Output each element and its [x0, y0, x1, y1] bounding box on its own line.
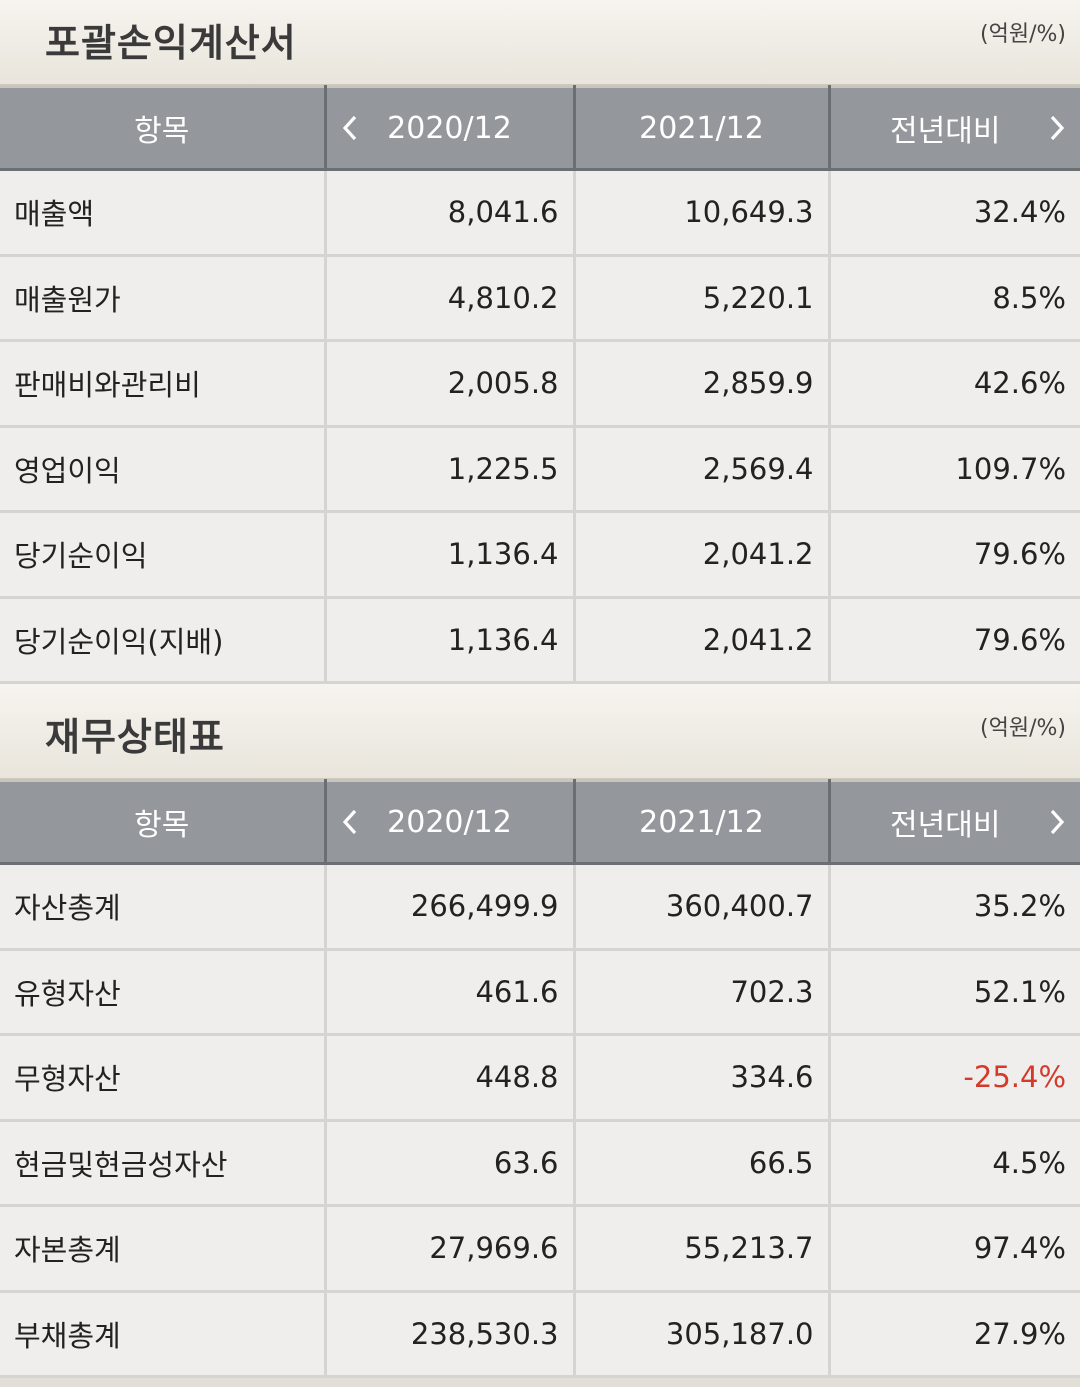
chevron-right-icon[interactable]: [1048, 114, 1066, 142]
row-item-label: 판매비와관리비: [0, 340, 327, 428]
bottom-divider: [0, 1378, 1080, 1387]
row-value-2020: 4,810.2: [325, 255, 576, 342]
row-value-yoy: 32.4%: [829, 169, 1080, 257]
header-label: 전년대비: [890, 808, 1001, 843]
row-item-label: 자본총계: [0, 1205, 327, 1293]
unit-label: (억원/%): [980, 716, 1066, 741]
chevron-left-icon[interactable]: [341, 114, 359, 142]
row-value-2021: 55,213.7: [574, 1205, 831, 1293]
table-row: 부채총계 238,530.3 305,187.0 27.9%: [0, 1291, 1080, 1378]
table-row: 판매비와관리비 2,005.8 2,859.9 42.6%: [0, 340, 1080, 428]
table-row: 유형자산 461.6 702.3 52.1%: [0, 949, 1080, 1036]
header-label: 2021/12: [639, 110, 764, 146]
row-item-label: 영업이익: [0, 426, 327, 513]
header-2021: 2021/12: [574, 779, 831, 865]
header-label: 항목: [134, 114, 190, 149]
row-value-yoy: 35.2%: [829, 863, 1080, 951]
header-2020: 2020/12: [325, 779, 576, 865]
income-statement-table: 항목 2020/12 2021/12 전년대비 매출액 8,041.6 10,649…: [0, 85, 1080, 684]
row-value-2020: 2,005.8: [325, 340, 576, 428]
row-value-2020: 1,136.4: [325, 597, 576, 684]
income-statement-header: 포괄손익계산서 (억원/%): [0, 0, 1080, 85]
row-value-2021: 10,649.3: [574, 169, 831, 257]
row-value-yoy: 8.5%: [829, 255, 1080, 342]
row-value-yoy: 42.6%: [829, 340, 1080, 428]
row-value-yoy: -25.4%: [829, 1034, 1080, 1122]
unit-label: (억원/%): [980, 22, 1066, 47]
row-item-label: 당기순이익: [0, 511, 327, 599]
row-item-label: 당기순이익(지배): [0, 597, 327, 684]
row-value-2021: 2,859.9: [574, 340, 831, 428]
row-value-2020: 238,530.3: [325, 1291, 576, 1378]
header-label: 2020/12: [387, 110, 512, 146]
table-row: 당기순이익(지배) 1,136.4 2,041.2 79.6%: [0, 597, 1080, 684]
section-title: 재무상태표: [45, 715, 225, 759]
row-value-yoy: 52.1%: [829, 949, 1080, 1036]
table-header-row: 항목 2020/12 2021/12 전년대비: [0, 85, 1080, 171]
table-row: 자산총계 266,499.9 360,400.7 35.2%: [0, 863, 1080, 951]
row-value-yoy: 109.7%: [829, 426, 1080, 513]
row-value-2020: 266,499.9: [325, 863, 576, 951]
balance-sheet-table: 항목 2020/12 2021/12 전년대비 자산총계 266,499.9 360…: [0, 779, 1080, 1378]
row-item-label: 무형자산: [0, 1034, 327, 1122]
row-value-2021: 702.3: [574, 949, 831, 1036]
table-row: 현금및현금성자산 63.6 66.5 4.5%: [0, 1120, 1080, 1207]
header-yoy: 전년대비: [829, 85, 1080, 171]
header-yoy: 전년대비: [829, 779, 1080, 865]
row-value-2021: 66.5: [574, 1120, 831, 1207]
table-row: 매출원가 4,810.2 5,220.1 8.5%: [0, 255, 1080, 342]
table-row: 자본총계 27,969.6 55,213.7 97.4%: [0, 1205, 1080, 1293]
row-value-2021: 5,220.1: [574, 255, 831, 342]
row-value-2020: 1,225.5: [325, 426, 576, 513]
row-value-2021: 305,187.0: [574, 1291, 831, 1378]
section-title: 포괄손익계산서: [45, 21, 297, 65]
table-header-row: 항목 2020/12 2021/12 전년대비: [0, 779, 1080, 865]
row-value-yoy: 97.4%: [829, 1205, 1080, 1293]
row-item-label: 부채총계: [0, 1291, 327, 1378]
header-2020: 2020/12: [325, 85, 576, 171]
row-value-yoy: 79.6%: [829, 597, 1080, 684]
row-value-2020: 448.8: [325, 1034, 576, 1122]
row-value-yoy: 27.9%: [829, 1291, 1080, 1378]
table-row: 매출액 8,041.6 10,649.3 32.4%: [0, 169, 1080, 257]
balance-sheet-header: 재무상태표 (억원/%): [0, 684, 1080, 779]
row-value-2020: 1,136.4: [325, 511, 576, 599]
header-label: 2021/12: [639, 804, 764, 840]
row-value-2020: 63.6: [325, 1120, 576, 1207]
chevron-left-icon[interactable]: [341, 808, 359, 836]
row-value-yoy: 4.5%: [829, 1120, 1080, 1207]
row-value-2021: 334.6: [574, 1034, 831, 1122]
header-label: 항목: [134, 808, 190, 843]
header-2021: 2021/12: [574, 85, 831, 171]
header-label: 전년대비: [890, 114, 1001, 149]
row-item-label: 자산총계: [0, 863, 327, 951]
income-statement-body: 매출액 8,041.6 10,649.3 32.4% 매출원가 4,810.2 5,220.…: [0, 169, 1080, 684]
row-value-2020: 27,969.6: [325, 1205, 576, 1293]
row-value-2020: 461.6: [325, 949, 576, 1036]
row-value-2021: 2,569.4: [574, 426, 831, 513]
header-item: 항목: [0, 85, 327, 171]
header-label: 2020/12: [387, 804, 512, 840]
row-value-2021: 2,041.2: [574, 597, 831, 684]
row-item-label: 매출액: [0, 169, 327, 257]
balance-sheet-body: 자산총계 266,499.9 360,400.7 35.2% 유형자산 461.6 702.…: [0, 863, 1080, 1378]
row-value-yoy: 79.6%: [829, 511, 1080, 599]
header-item: 항목: [0, 779, 327, 865]
row-item-label: 유형자산: [0, 949, 327, 1036]
chevron-right-icon[interactable]: [1048, 808, 1066, 836]
row-item-label: 현금및현금성자산: [0, 1120, 327, 1207]
row-value-2020: 8,041.6: [325, 169, 576, 257]
table-row: 무형자산 448.8 334.6 -25.4%: [0, 1034, 1080, 1122]
row-item-label: 매출원가: [0, 255, 327, 342]
row-value-2021: 2,041.2: [574, 511, 831, 599]
table-row: 영업이익 1,225.5 2,569.4 109.7%: [0, 426, 1080, 513]
table-row: 당기순이익 1,136.4 2,041.2 79.6%: [0, 511, 1080, 599]
row-value-2021: 360,400.7: [574, 863, 831, 951]
